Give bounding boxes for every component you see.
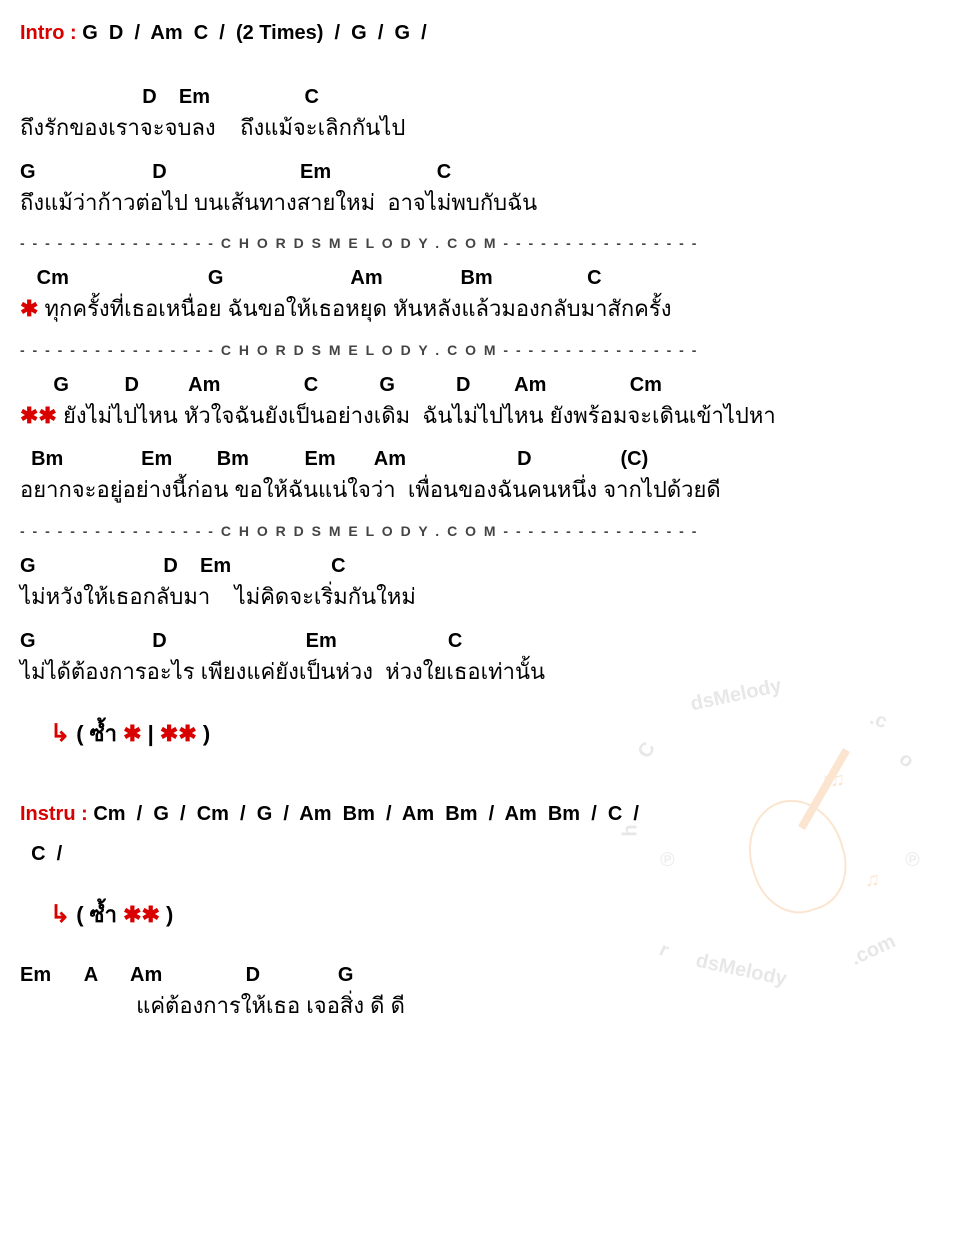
repeat1-post: ): [197, 721, 210, 746]
chorus-line1-lyrics-line: ✱✱ ยังไม่ไปไหน หัวใจฉันยังเป็นอย่างเดิม …: [20, 402, 960, 431]
divider-2: - - - - - - - - - - - - - - - - C H O R …: [20, 342, 960, 358]
divider-1: - - - - - - - - - - - - - - - - C H O R …: [20, 235, 960, 251]
verse2-block: G D Em C ไม่หวังให้เธอกลับมา ไม่คิดจะเริ…: [20, 553, 960, 686]
repeat1-star1-icon: ✱: [123, 721, 141, 746]
outro-block: Em A Am D G แค่ต้องการให้เธอ เจอสิ่ง ดี …: [20, 962, 960, 1021]
repeat1-star2-icon: ✱✱: [160, 721, 197, 746]
repeat2-star-icon: ✱✱: [123, 902, 160, 927]
chorus-line2-chords: Bm Em Bm Em Am D (C): [20, 446, 960, 472]
instru-chords-2: C /: [20, 841, 960, 867]
pre1-lyrics-line: ✱ ทุกครั้งที่เธอเหนื่อย ฉันขอให้เธอหยุด …: [20, 295, 960, 324]
pre1-block: Cm G Am Bm C ✱ ทุกครั้งที่เธอเหนื่อย ฉัน…: [20, 265, 960, 324]
chorus-line1-lyrics: ยังไม่ไปไหน หัวใจฉันยังเป็นอย่างเดิม ฉัน…: [57, 403, 776, 428]
chorus-block: G D Am C G D Am Cm ✱✱ ยังไม่ไปไหน หัวใจฉ…: [20, 372, 960, 505]
instru-label: Instru :: [20, 803, 93, 825]
verse1-block: D Em C ถึงรักของเราจะจบลง ถึงแม้จะเลิกกั…: [20, 84, 960, 217]
repeat1-mid: |: [142, 721, 160, 746]
repeat2-pre: ( ซ้ำ: [70, 902, 123, 927]
verse2-line1-lyrics: ไม่หวังให้เธอกลับมา ไม่คิดจะเริ่มกันใหม่: [20, 583, 960, 612]
verse1-line2-chords: G D Em C: [20, 159, 960, 185]
pre1-chords: Cm G Am Bm C: [20, 265, 960, 291]
wm-text-6: r: [656, 938, 673, 962]
wm-note-2: ♫: [865, 869, 880, 892]
star-single-icon: ✱: [20, 296, 38, 321]
verse2-line2-lyrics: ไม่ได้ต้องการอะไร เพียงแค่ยังเป็นห่วง ห่…: [20, 658, 960, 687]
verse1-line1-lyrics: ถึงรักของเราจะจบลง ถึงแม้จะเลิกกันไป: [20, 114, 960, 143]
chorus-line1-chords: G D Am C G D Am Cm: [20, 372, 960, 398]
instru-block: Instru : Cm / G / Cm / G / Am Bm / Am Bm…: [20, 801, 960, 867]
divider-3: - - - - - - - - - - - - - - - - C H O R …: [20, 523, 960, 539]
star-double-icon: ✱✱: [20, 403, 57, 428]
outro-lyrics: แค่ต้องการให้เธอ เจอสิ่ง ดี ดี: [20, 992, 960, 1021]
verse2-line2-chords: G D Em C: [20, 628, 960, 654]
instru-chords-1: Cm / G / Cm / G / Am Bm / Am Bm / Am Bm …: [93, 803, 639, 825]
repeat2-arrow-icon: ↳: [50, 901, 70, 928]
pre1-lyrics: ทุกครั้งที่เธอเหนื่อย ฉันขอให้เธอหยุด หั…: [38, 296, 671, 321]
repeat2-post: ): [160, 902, 173, 927]
intro-block: Intro : G D / Am C / (2 Times) / G / G /: [20, 20, 960, 46]
verse1-line1-chords: D Em C: [20, 84, 960, 110]
wm-text-5: o: [894, 748, 919, 773]
repeat-arrow-icon: ↳: [50, 720, 70, 747]
verse2-line1-chords: G D Em C: [20, 553, 960, 579]
verse1-line2-lyrics: ถึงแม้ว่าก้าวต่อไป บนเส้นทางสายใหม่ อาจไ…: [20, 189, 960, 218]
intro-chords: G D / Am C / (2 Times) / G / G /: [82, 22, 427, 44]
repeat1-block: ↳ ( ซ้ำ ✱ | ✱✱ ): [50, 716, 960, 751]
intro-label: Intro :: [20, 22, 82, 44]
repeat1-pre: ( ซ้ำ: [70, 721, 123, 746]
outro-chords: Em A Am D G: [20, 962, 960, 988]
repeat2-block: ↳ ( ซ้ำ ✱✱ ): [50, 897, 960, 932]
chorus-line2-lyrics: อยากจะอยู่อย่างนี้ก่อน ขอให้ฉันแน่ใจว่า …: [20, 476, 960, 505]
